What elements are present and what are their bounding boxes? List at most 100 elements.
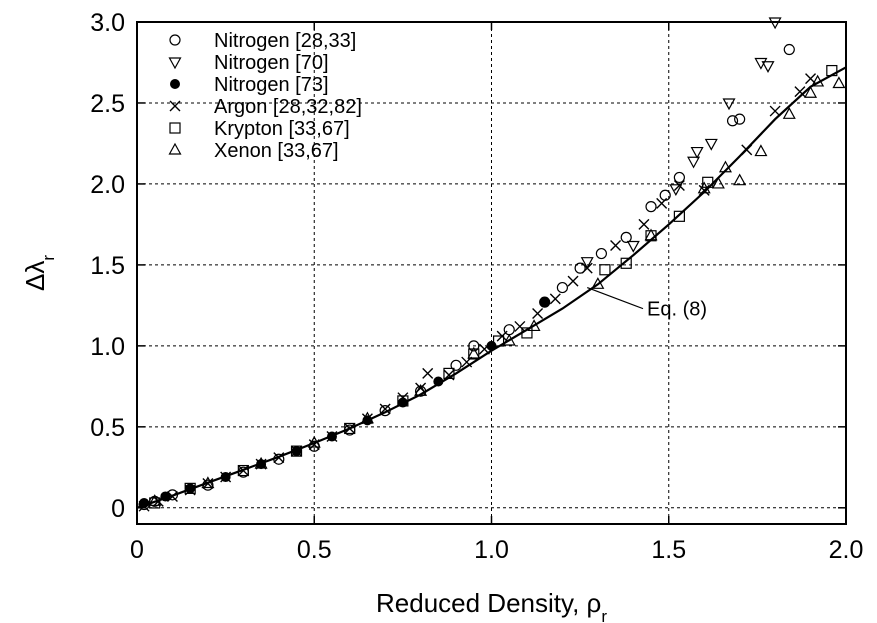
point-argon-28-32-82 (255, 458, 267, 470)
point-xenon-33-67 (254, 456, 268, 469)
point-nitrogen-70 (690, 146, 704, 159)
point-argon-28-32-82 (673, 180, 685, 192)
point-krypton-33-67 (149, 497, 161, 509)
point-argon-28-32-82 (549, 293, 561, 305)
point-argon-28-32-82 (638, 218, 650, 230)
point-argon-28-32-82 (202, 478, 214, 490)
point-nitrogen-73 (362, 415, 373, 426)
point-nitrogen-73 (185, 483, 196, 494)
point-argon-28-32-82 (422, 367, 434, 379)
legend: Nitrogen [28,33]Nitrogen [70]Nitrogen [7… (168, 30, 362, 162)
point-nitrogen-28-33 (468, 340, 480, 352)
point-nitrogen-28-33 (574, 262, 586, 274)
y-tick-label: 1.5 (90, 252, 125, 280)
point-argon-28-32-82 (478, 343, 490, 355)
point-argon-28-32-82 (656, 197, 668, 209)
point-argon-28-32-82 (379, 403, 391, 415)
legend-label: Nitrogen [70] (214, 52, 329, 74)
point-nitrogen-28-33 (783, 43, 795, 56)
y-tick-label: 0.5 (90, 414, 125, 442)
point-xenon-33-67 (148, 494, 162, 506)
point-xenon-33-67 (360, 411, 374, 424)
point-nitrogen-28-33 (450, 359, 462, 371)
y-tick-label: 0 (111, 495, 125, 523)
x-tick-label: 0.5 (297, 536, 332, 564)
data-points-layer (138, 17, 846, 512)
annotation: Eq. (8) (587, 287, 707, 321)
point-nitrogen-28-33 (726, 115, 739, 127)
point-krypton-33-67 (237, 464, 249, 477)
point-xenon-33-67 (718, 160, 732, 173)
point-xenon-33-67 (201, 476, 215, 489)
point-krypton-33-67 (521, 327, 533, 339)
point-argon-28-32-82 (794, 86, 806, 98)
point-argon-28-32-82 (344, 422, 356, 434)
point-xenon-33-67 (502, 333, 516, 346)
point-argon-28-32-82 (741, 144, 753, 156)
y-axis-label: Δλr (20, 255, 58, 291)
point-xenon-33-67 (754, 144, 768, 157)
x-tick-label: 1.5 (651, 536, 686, 564)
point-krypton-33-67 (492, 335, 505, 347)
point-nitrogen-73 (539, 297, 550, 308)
point-xenon-33-67 (711, 176, 725, 189)
point-nitrogen-28-33 (659, 189, 671, 201)
point-nitrogen-70 (722, 98, 736, 111)
point-nitrogen-28-33 (556, 281, 569, 294)
point-argon-28-32-82 (567, 275, 579, 287)
legend-label: Krypton [33,67] (214, 118, 350, 140)
point-krypton-33-67 (826, 64, 838, 77)
legend-label: Xenon [33,67] (214, 140, 339, 162)
point-nitrogen-28-33 (379, 405, 391, 417)
legend-marker (169, 34, 181, 46)
y-tick-label: 1.0 (90, 333, 125, 361)
point-nitrogen-28-33 (645, 201, 657, 213)
x-axis-label: Reduced Density, ρr (376, 588, 607, 623)
point-nitrogen-28-33 (595, 247, 607, 260)
point-nitrogen-70 (687, 156, 701, 169)
point-krypton-33-67 (702, 176, 714, 188)
point-xenon-33-67 (414, 383, 428, 396)
legend-marker (168, 57, 182, 70)
point-xenon-33-67 (697, 181, 711, 194)
point-xenon-33-67 (832, 76, 846, 89)
point-xenon-33-67 (307, 435, 321, 448)
point-argon-28-32-82 (326, 431, 338, 443)
annotation-label: Eq. (8) (647, 299, 707, 321)
legend-marker (168, 142, 182, 155)
legend-marker (169, 100, 181, 112)
point-argon-28-32-82 (769, 105, 781, 117)
point-krypton-33-67 (184, 482, 196, 494)
point-nitrogen-28-33 (273, 453, 285, 465)
point-nitrogen-70 (704, 138, 718, 151)
point-argon-28-32-82 (397, 392, 409, 404)
point-argon-28-32-82 (581, 262, 593, 274)
y-axis-label-subscript: r (39, 255, 58, 261)
point-krypton-33-67 (290, 445, 303, 457)
x-tick-label: 0 (130, 536, 144, 564)
point-argon-28-32-82 (532, 307, 544, 319)
point-xenon-33-67 (782, 107, 796, 119)
annotation-leader-line (587, 287, 644, 310)
point-argon-28-32-82 (220, 471, 232, 483)
point-krypton-33-67 (344, 422, 356, 435)
axis-ticks: 0 0.5 1.0 1.5 2.0 0 0.5 1.0 1.5 2.0 2.5 3.0 (90, 9, 863, 564)
y-tick-label: 2.0 (90, 171, 125, 199)
legend-label: Nitrogen [28,33] (214, 30, 356, 52)
point-nitrogen-28-33 (202, 479, 214, 491)
point-argon-28-32-82 (237, 465, 249, 477)
legend-label: Nitrogen [73] (214, 74, 329, 96)
x-axis-label-subscript: r (601, 607, 607, 623)
point-krypton-33-67 (673, 210, 685, 222)
point-nitrogen-70 (580, 257, 594, 269)
point-xenon-33-67 (804, 86, 818, 98)
point-argon-28-32-82 (361, 413, 373, 425)
point-nitrogen-28-33 (620, 231, 632, 243)
y-tick-label: 3.0 (90, 9, 125, 37)
point-argon-28-32-82 (273, 452, 285, 464)
point-argon-28-32-82 (291, 445, 303, 457)
point-argon-28-32-82 (138, 500, 150, 512)
point-nitrogen-28-33 (673, 171, 685, 184)
point-xenon-33-67 (527, 319, 541, 332)
